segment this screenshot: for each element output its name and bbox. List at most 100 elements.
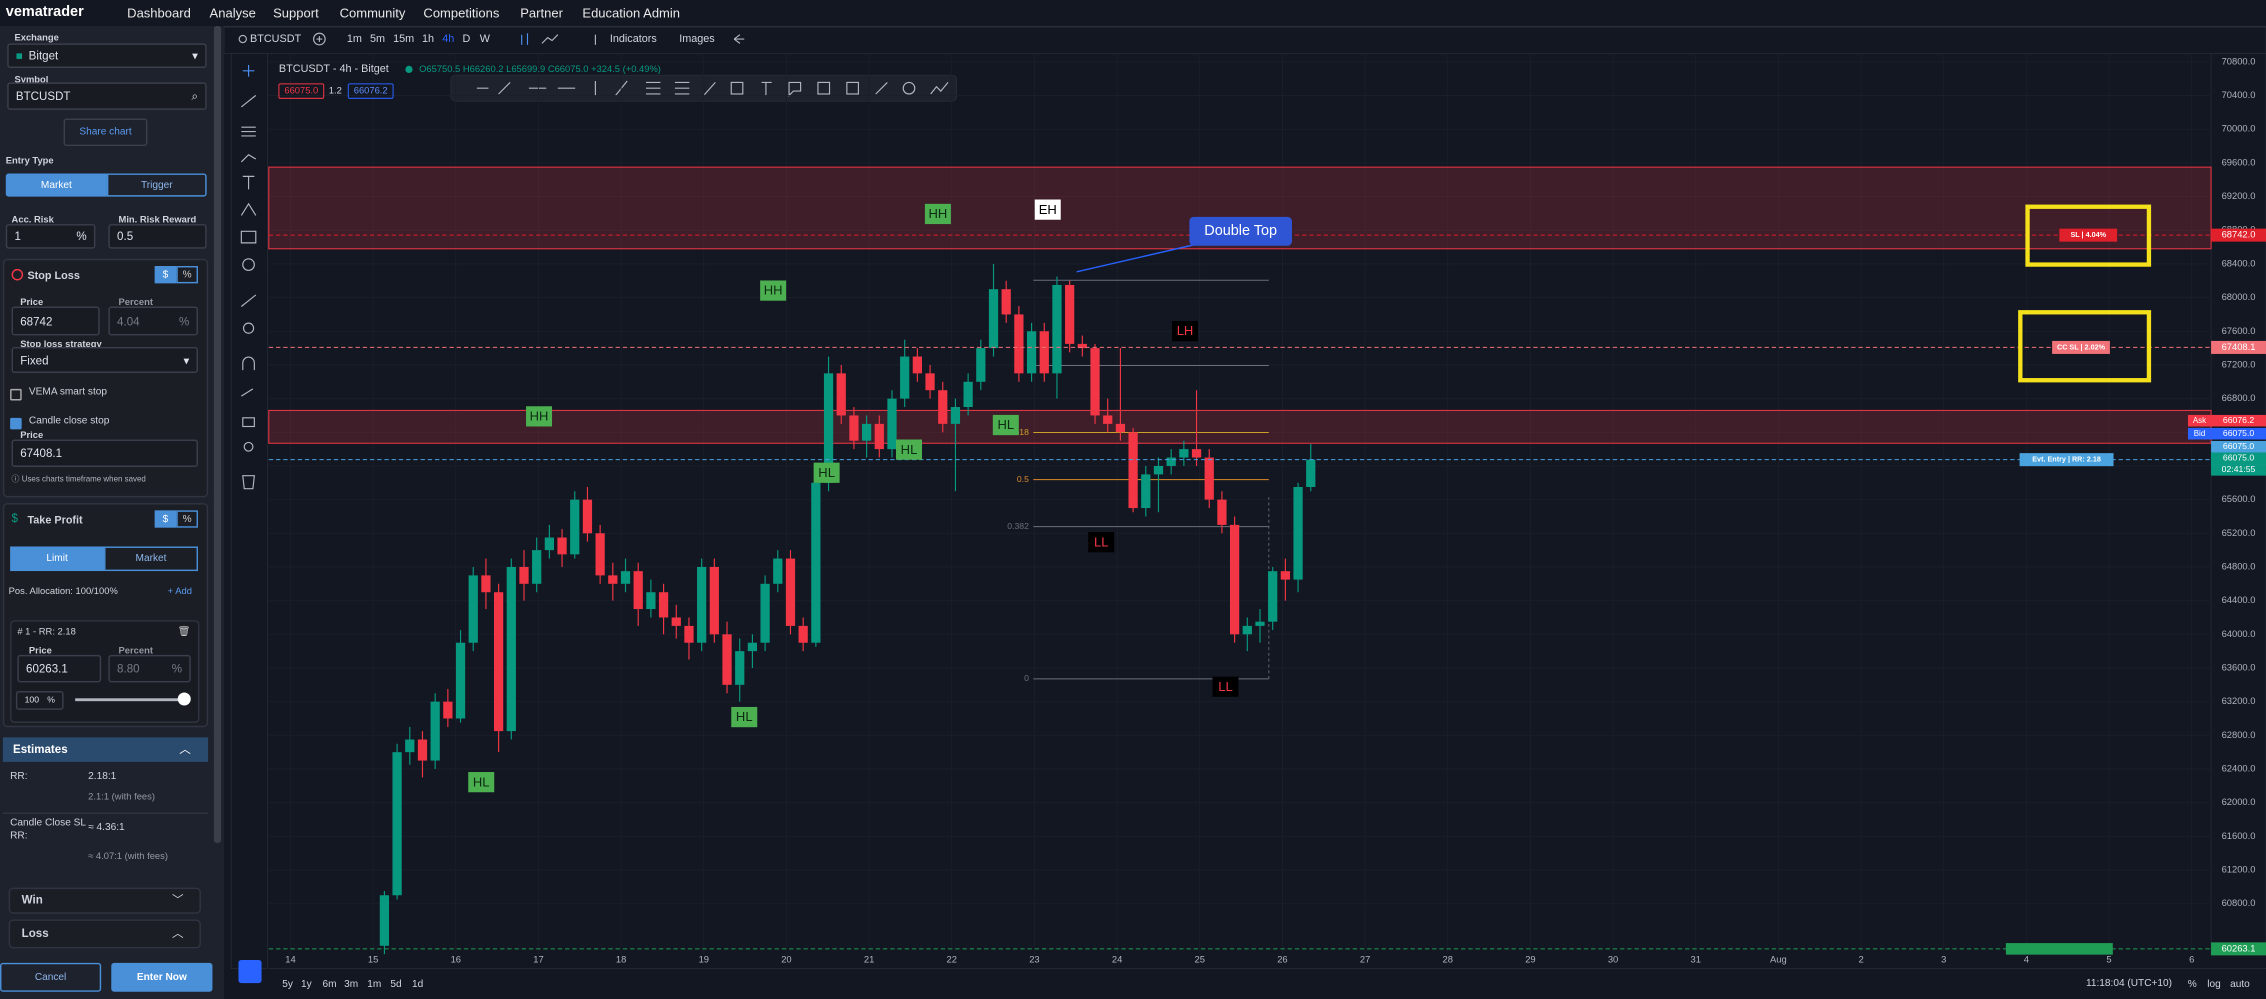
candle-body (595, 533, 605, 576)
unit-toggle[interactable]: $ (154, 510, 177, 528)
expand-icon[interactable]: ﹀ (171, 893, 184, 907)
entry-trigger[interactable]: Trigger (106, 173, 207, 197)
candle-body (950, 407, 961, 424)
level-label-box[interactable] (2052, 340, 2110, 354)
sl-percent-input[interactable]: 4.04% (108, 306, 198, 336)
tp-limit[interactable]: Limit (10, 546, 105, 572)
cc-price-input[interactable]: 67408.1 (11, 439, 198, 467)
annotation-box[interactable] (813, 462, 840, 483)
collapse-icon[interactable]: ︿ (171, 926, 184, 940)
acc-risk-input[interactable]: 1% (5, 224, 96, 249)
min-rr-input[interactable]: 0.5 (108, 224, 207, 249)
field-label: Stop loss strategy (20, 339, 102, 350)
annotation-box[interactable] (895, 439, 923, 460)
unit-toggle[interactable]: % (176, 510, 198, 528)
collapse-icon[interactable]: ︿ (179, 743, 191, 757)
axis-tag-label: 66075.0 (2223, 441, 2254, 451)
timeframe[interactable]: 1h (422, 33, 434, 45)
nav-link[interactable]: Competitions (423, 5, 500, 21)
slider-thumb[interactable] (177, 692, 191, 706)
scrollbar[interactable] (213, 26, 222, 843)
add-target[interactable]: + Add (167, 586, 192, 598)
candle-body (1242, 625, 1252, 635)
estimate-value: 2.18:1 (88, 772, 117, 783)
nav-link[interactable]: Education Admin (582, 5, 681, 21)
timeframe[interactable]: 4h (442, 33, 454, 45)
annotation-box[interactable] (1034, 199, 1061, 220)
nav-link[interactable]: Partner (520, 5, 563, 21)
range-button[interactable]: 1m (367, 979, 381, 990)
tp-percent-input[interactable]: 8.80% (108, 654, 191, 683)
logo[interactable]: vematrader (5, 4, 84, 21)
checkbox-label: VEMA smart stop (28, 387, 108, 398)
range-button[interactable]: 6m (322, 979, 336, 990)
timeframe[interactable]: W (480, 33, 491, 45)
cancel-button[interactable]: Cancel (0, 962, 102, 992)
annotation-box[interactable] (992, 414, 1019, 436)
candle-body (861, 423, 872, 441)
sell-button[interactable] (278, 83, 325, 99)
level-label-box[interactable] (2059, 228, 2118, 242)
candle-body (379, 895, 390, 946)
sl-price-input[interactable]: 68742 (11, 306, 100, 336)
loss-section[interactable] (8, 919, 201, 949)
timeframe[interactable]: 15m (393, 33, 414, 45)
input-value: 4.04 (117, 314, 140, 328)
annotation-box[interactable] (924, 203, 951, 225)
annotation-box[interactable] (1088, 532, 1115, 553)
win-section[interactable] (8, 887, 201, 914)
level-label-box[interactable] (2005, 943, 2113, 955)
nav-link[interactable]: Support (273, 5, 319, 21)
toolbar-symbol[interactable]: BTCUSDT (250, 33, 302, 45)
range-button[interactable]: 5d (390, 979, 401, 990)
stop-loss-icon (11, 268, 24, 281)
share-button[interactable]: Share chart (63, 118, 148, 147)
nav-link[interactable]: Community (339, 5, 406, 21)
level-label-box[interactable] (2019, 453, 2114, 467)
ohlc-legend: O65750.5 H66260.2 L65699.9 C66075.0 +324… (419, 63, 661, 74)
range-button[interactable]: 5y (282, 979, 294, 990)
annotation-box[interactable] (731, 706, 758, 728)
range-button[interactable]: 1y (301, 979, 313, 990)
nav-link[interactable]: Dashboard (127, 5, 191, 21)
range-button[interactable]: 3m (344, 979, 358, 990)
size-input[interactable]: 100% (15, 691, 64, 710)
annotation-box[interactable] (468, 772, 495, 793)
nav-link[interactable]: Analyse (209, 5, 256, 21)
tp-price-input[interactable]: 60263.1 (17, 654, 102, 683)
timeframe[interactable]: D (462, 33, 470, 45)
callout-box[interactable] (1189, 216, 1292, 246)
exchange-select[interactable]: ■ Bitget ▾ (7, 43, 207, 68)
unit-toggle[interactable]: $ (154, 266, 177, 284)
symbol-input[interactable]: BTCUSDT ⌕ (7, 82, 207, 110)
entry-market[interactable]: Market (5, 173, 107, 197)
annotation-box[interactable] (1212, 676, 1239, 697)
buy-button[interactable] (347, 83, 394, 99)
timeframe[interactable]: 5m (370, 33, 385, 45)
delete-target[interactable]: 🗑 (177, 627, 191, 638)
tp-market[interactable]: Market (104, 546, 198, 572)
drawing-tools (230, 53, 268, 970)
checkbox[interactable] (10, 417, 22, 430)
scale-option[interactable]: auto (2230, 979, 2250, 990)
timeframe[interactable]: 1m (347, 33, 362, 45)
images-button[interactable]: Images (679, 33, 715, 45)
scale-option[interactable]: log (2207, 979, 2220, 990)
indicators-button[interactable]: Indicators (610, 33, 658, 45)
candle-body (468, 575, 478, 643)
checkbox[interactable] (10, 388, 22, 401)
estimates-header[interactable] (2, 737, 209, 762)
size-slider[interactable] (75, 698, 185, 702)
enter-button[interactable]: Enter Now (111, 962, 213, 992)
annotation-box[interactable] (1172, 320, 1199, 342)
scale-option[interactable]: % (2188, 979, 2197, 990)
unit-toggle[interactable]: % (176, 266, 198, 284)
range-button[interactable]: 1d (412, 979, 423, 990)
fib-label: 0.5 (1017, 474, 1029, 484)
annotation-box[interactable] (526, 406, 553, 427)
favorite-button[interactable] (238, 959, 262, 984)
annotation: HL (818, 465, 835, 480)
x-tick-label: 31 (1691, 953, 1701, 964)
annotation-box[interactable] (760, 280, 787, 301)
strategy-select[interactable]: Fixed ▾ (11, 346, 198, 373)
